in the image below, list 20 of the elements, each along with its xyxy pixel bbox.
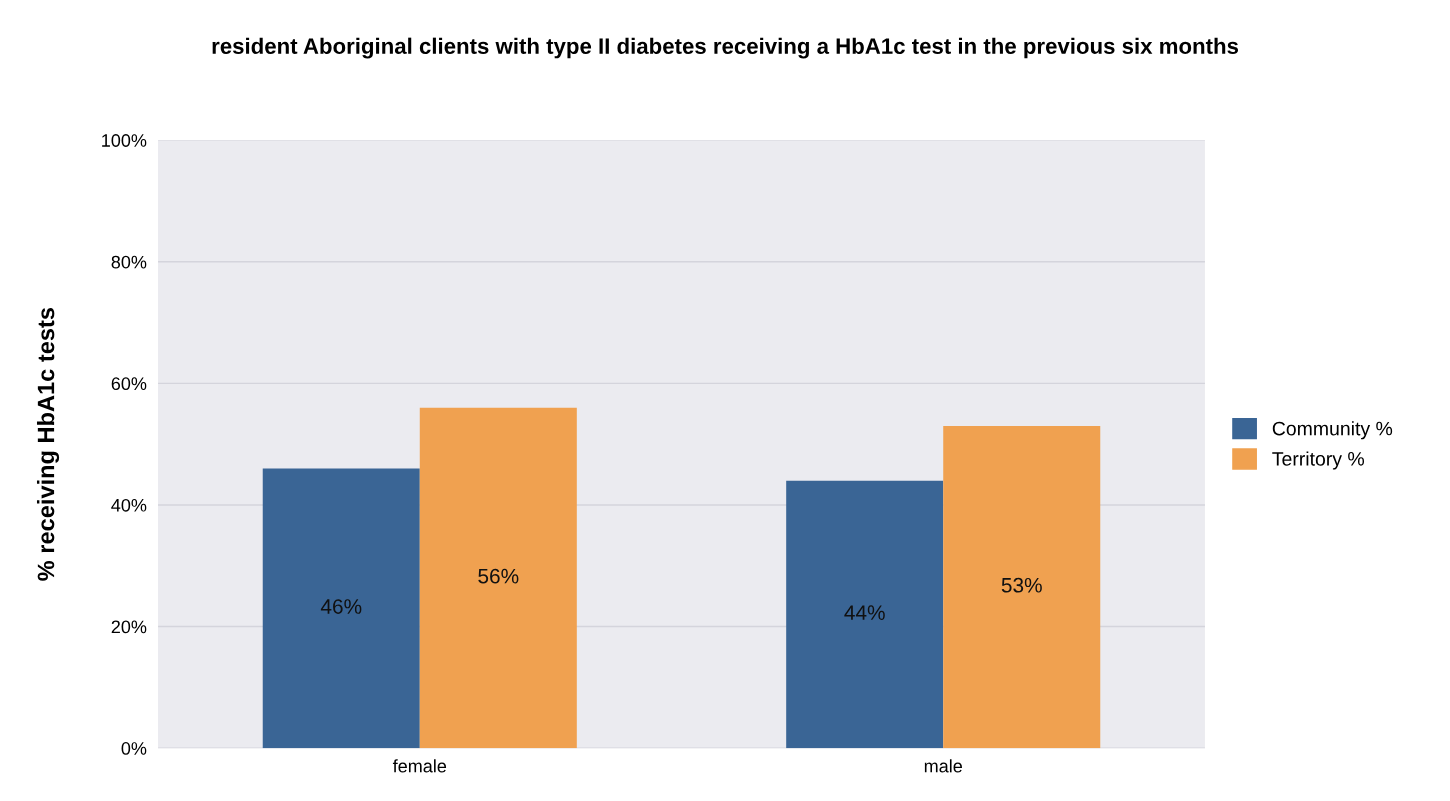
chart-title: resident Aboriginal clients with type II diabetes receiving a HbA1c test in the previous six months [212,37,1239,59]
x-tick-label: male [924,759,962,773]
bar [786,480,944,749]
bar [262,468,420,749]
legend-label: Community % [1272,421,1393,440]
data-label: 53% [1001,577,1042,593]
y-tick-label: 60% [111,377,147,391]
bar [943,425,1101,749]
y-axis-title: % receiving HbA1c tests [36,307,60,581]
y-tick-label: 100% [102,134,147,147]
y-tick-label: 80% [111,255,147,269]
data-label: 56% [478,568,519,584]
y-tick-label: 40% [111,498,147,512]
bar [419,407,577,749]
legend-label: Territory % [1272,451,1365,470]
y-tick-label: 20% [111,620,147,634]
y-tick-label: 0% [121,742,147,755]
x-tick-label: female [392,759,447,773]
data-label: 44% [844,605,885,620]
data-label: 46% [320,599,362,614]
